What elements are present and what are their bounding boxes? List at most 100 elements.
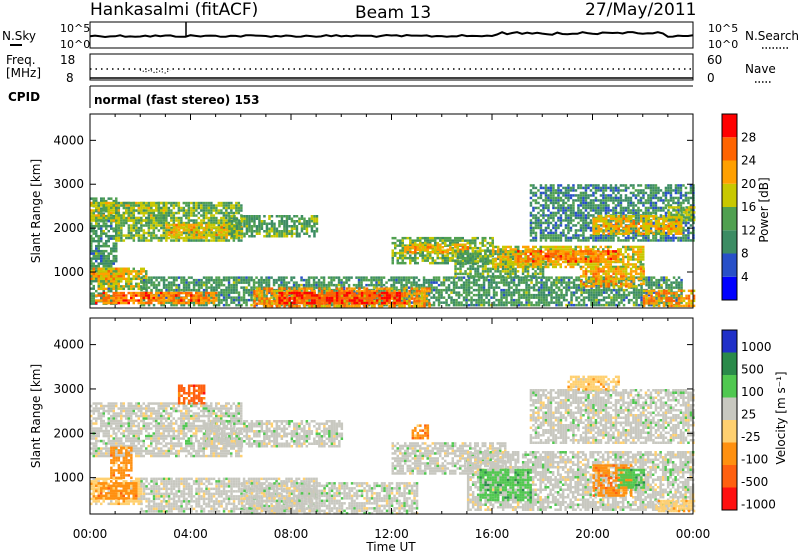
power-cell (612, 301, 616, 304)
power-cell (627, 293, 631, 297)
power-cell (230, 230, 234, 233)
power-cell (207, 221, 211, 225)
power-cell (215, 236, 218, 240)
power-cell (182, 296, 185, 300)
power-cell (115, 244, 118, 248)
power-cell (137, 226, 141, 230)
power-cell (120, 239, 123, 242)
power-cell (335, 291, 339, 295)
power-cell (263, 222, 266, 225)
power-cell (282, 288, 286, 292)
power-cell (300, 222, 304, 225)
power-cell (185, 239, 188, 242)
power-cell (471, 241, 474, 245)
power-cell (469, 239, 472, 242)
power-cell (482, 288, 486, 292)
power-cell (562, 296, 566, 299)
power-cell (107, 299, 110, 302)
power-cell (647, 283, 651, 287)
noise-ytick-bottom-left: 10^0 (60, 38, 90, 51)
power-cell (396, 259, 399, 262)
power-cell (481, 241, 484, 245)
power-cell (401, 256, 404, 260)
power-cell (162, 234, 166, 237)
power-cell (278, 304, 281, 308)
power-cell (333, 301, 336, 305)
power-cell (475, 303, 478, 307)
power-cell (585, 303, 588, 307)
power-cell (444, 261, 447, 265)
power-cell (297, 283, 301, 287)
power-cell (612, 288, 616, 292)
power-cell (393, 304, 396, 308)
power-cell (92, 284, 95, 288)
power-cell (145, 201, 148, 205)
power-cell (655, 303, 658, 307)
power-cell (602, 296, 606, 299)
power-cell (152, 296, 155, 300)
power-cell (272, 281, 276, 284)
power-cell (615, 303, 618, 307)
power-cell (150, 211, 153, 215)
power-cell (177, 206, 181, 210)
power-cell (250, 220, 254, 223)
power-cell (177, 296, 181, 299)
power-cell (410, 281, 413, 284)
power-cell (510, 298, 513, 302)
power-cell (466, 257, 470, 261)
power-cell (363, 291, 366, 295)
power-cell (317, 288, 321, 292)
power-cell (140, 221, 143, 225)
power-cell (230, 276, 233, 279)
power-cell (470, 286, 473, 289)
power-cell (320, 304, 324, 308)
power-cell (110, 237, 113, 240)
power-cell (112, 204, 115, 207)
power-cell (387, 278, 391, 282)
power-cell (520, 276, 523, 279)
power-cell (245, 281, 248, 284)
power-cell (505, 288, 508, 292)
power-cell (112, 259, 115, 263)
power-cell (465, 291, 468, 294)
power-cell (426, 243, 430, 246)
power-cell (293, 215, 296, 218)
power-cell (117, 219, 121, 222)
power-cell (270, 296, 273, 299)
power-cell (482, 303, 486, 307)
power-cell (419, 251, 422, 254)
power-cell (243, 217, 246, 220)
power-cell (200, 214, 203, 217)
power-cell (140, 204, 143, 207)
power-cell (90, 204, 93, 207)
power-cell (195, 239, 198, 242)
power-cell (132, 224, 136, 227)
power-cell (405, 278, 408, 282)
power-cell (252, 278, 256, 282)
power-cell (486, 246, 489, 250)
power-cell (421, 259, 424, 262)
power-cell (265, 293, 268, 297)
power-cell (315, 296, 319, 300)
power-cell (390, 301, 394, 305)
power-cell (117, 216, 121, 220)
power-cell (348, 289, 351, 293)
power-cell (550, 293, 553, 297)
power-cell (102, 229, 105, 233)
power-cell (187, 291, 190, 295)
power-cell (167, 201, 171, 205)
power-cell (140, 288, 143, 292)
power-cell (540, 281, 543, 284)
power-cell (212, 204, 216, 207)
power-cell (435, 296, 438, 299)
power-cell (192, 209, 196, 212)
power-cell (217, 211, 221, 215)
power-cell (102, 206, 105, 210)
power-cell (650, 276, 653, 279)
power-cell (275, 289, 279, 293)
power-cell (512, 298, 516, 302)
power-cell (145, 221, 148, 225)
power-cell (383, 291, 386, 295)
power-cell (177, 299, 180, 302)
power-cell (357, 283, 361, 287)
